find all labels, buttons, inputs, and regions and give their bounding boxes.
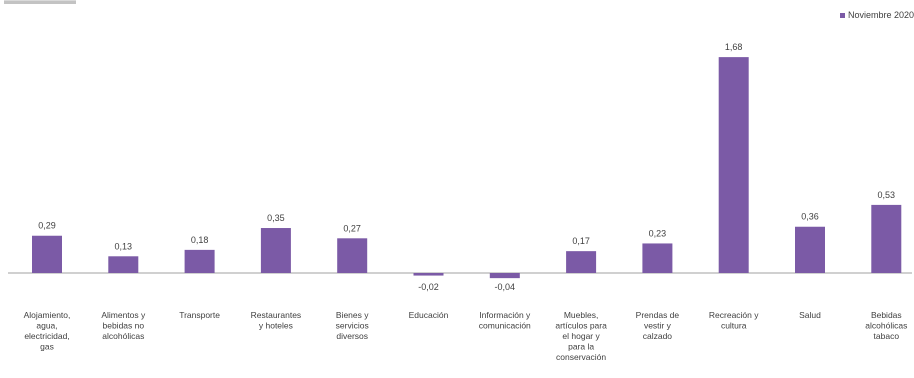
data-label: 0,53 [878, 190, 896, 200]
bar [871, 204, 902, 273]
data-label: 0,23 [649, 228, 667, 238]
legend-label: Noviembre 2020 [847, 10, 914, 20]
data-label: 1,68 [725, 42, 743, 52]
bar [184, 249, 215, 273]
category-label: Educación [409, 310, 449, 320]
data-label: 0,13 [115, 241, 133, 251]
legend: Noviembre 2020 [839, 10, 914, 20]
bar [337, 238, 368, 273]
data-label: 0,36 [801, 212, 819, 222]
category-label: Transporte [179, 310, 220, 320]
category-label: Salud [799, 310, 821, 320]
bar [718, 57, 749, 274]
category-label: Alimentos y bebidas no alcohólicas [101, 310, 146, 341]
data-label: 0,17 [572, 236, 590, 246]
data-label: 0,29 [38, 221, 56, 231]
category-label: Alojamiento, agua, electricidad, gas [24, 310, 71, 352]
data-label: 0,27 [343, 223, 361, 233]
category-label: Recreación y cultura [709, 310, 759, 331]
bar [795, 226, 825, 273]
chart-title-cut: ▬▬▬▬▬▬ [4, 0, 76, 7]
bar [260, 228, 291, 273]
bar [32, 235, 62, 273]
category-label: Prendas de vestir y calzado [636, 310, 680, 341]
bar [642, 243, 673, 273]
data-label: -0,04 [495, 282, 516, 292]
category-label: Información y comunicación [479, 310, 531, 331]
bar [413, 273, 444, 276]
category-label: Bebidas alcohólicas tabaco [865, 310, 907, 341]
category-label: Bienes y servicios diversos [336, 310, 370, 341]
bar [108, 256, 139, 273]
data-label: 0,35 [267, 213, 285, 223]
data-label: 0,18 [191, 235, 209, 245]
category-label: Restaurantes y hoteles [251, 310, 302, 331]
bar [566, 251, 597, 273]
bar [489, 273, 520, 279]
category-label: Muebles, artículos para el hogar y para la c… [555, 310, 607, 362]
legend-swatch [839, 12, 845, 18]
data-label: -0,02 [418, 282, 439, 292]
